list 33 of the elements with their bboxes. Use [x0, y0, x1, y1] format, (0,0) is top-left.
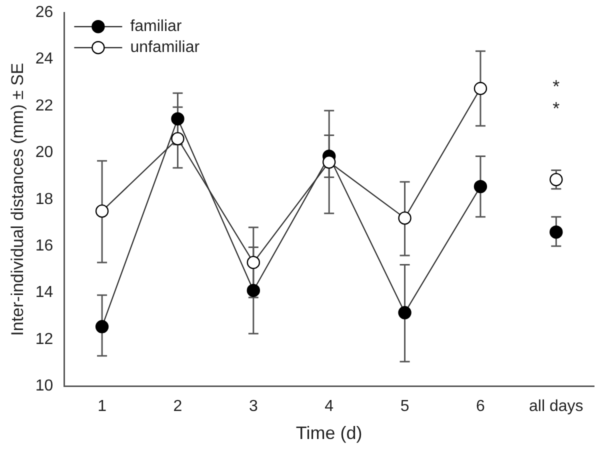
- legend-label: unfamiliar: [130, 39, 200, 56]
- y-tick-label: 10: [35, 378, 54, 395]
- y-tick-label: 26: [35, 4, 54, 22]
- x-axis-title: Time (d): [296, 423, 362, 444]
- x-tick-label: 5: [400, 398, 410, 416]
- point: [171, 132, 184, 146]
- x-tick-label: 6: [476, 398, 486, 416]
- y-tick-label: 20: [35, 144, 54, 162]
- point: [95, 320, 109, 334]
- point: [398, 306, 412, 320]
- x-tick-label: 2: [173, 398, 182, 416]
- y-tick-label: 14: [35, 284, 54, 302]
- point: [95, 204, 109, 218]
- point: [171, 112, 184, 126]
- x-tick-label: 4: [324, 398, 334, 416]
- point: [322, 155, 336, 169]
- point: [398, 211, 412, 225]
- point: [474, 82, 488, 96]
- y-axis-title: Inter-individual distances (mm) ± SE: [8, 62, 27, 336]
- y-tick-label: 22: [35, 97, 54, 114]
- legend-label: familiar: [130, 18, 182, 36]
- y-tick-label: 18: [35, 190, 54, 208]
- point: [246, 284, 260, 298]
- y-tick-label: 12: [35, 330, 54, 348]
- point: [474, 180, 488, 194]
- annotation: *: [552, 98, 560, 118]
- x-tick-label: all days: [529, 398, 584, 416]
- annotation: *: [552, 76, 560, 96]
- y-tick-label: 24: [35, 50, 54, 68]
- point: [246, 256, 260, 270]
- y-tick-label: 16: [35, 238, 54, 255]
- x-tick-label: 1: [98, 398, 107, 416]
- x-tick-label: 3: [248, 398, 258, 416]
